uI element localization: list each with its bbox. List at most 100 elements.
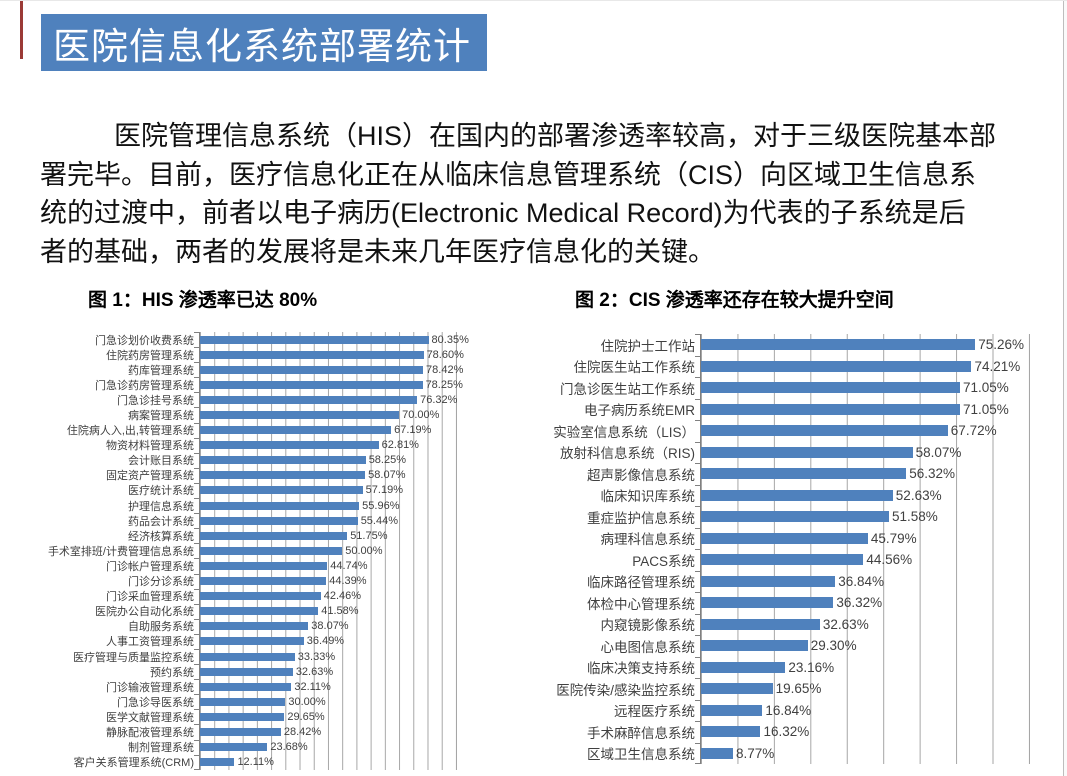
bar	[200, 561, 328, 570]
bar-track: 32.63%	[194, 664, 457, 680]
bar-row: 门诊采血管理系统 42.46%	[33, 588, 457, 604]
bar	[200, 546, 343, 555]
value-label: 41.58%	[321, 605, 359, 618]
bar-track: 58.07%	[695, 441, 1030, 463]
bar-track: 58.07%	[194, 467, 457, 483]
value-label: 52.63%	[895, 487, 942, 503]
bar-row: PACS系统 44.56%	[550, 549, 1030, 571]
bar-row: 医疗统计系统 57.19%	[33, 482, 457, 499]
category-label: 预约系统	[150, 666, 194, 679]
bar-track: 67.72%	[695, 420, 1030, 442]
bar	[200, 335, 429, 344]
category-label: 门急诊药房管理系统	[95, 379, 194, 392]
bar-row: 自助服务系统 38.07%	[33, 618, 457, 634]
bar-row: 药品会计系统 55.44%	[33, 513, 457, 529]
bar-track: 58.25%	[194, 452, 457, 468]
bar-row: 住院护士工作站 75.26%	[550, 334, 1030, 356]
value-label: 67.72%	[950, 423, 997, 439]
bar-row: 门诊帐户管理系统 44.74%	[33, 558, 457, 574]
category-label: 病案管理系统	[128, 410, 194, 423]
bar-row: 医院传染/感染监控系统 19.65%	[550, 678, 1030, 700]
value-label: 19.65%	[775, 681, 822, 697]
bar	[701, 726, 761, 738]
bar-row: 门诊分诊系统 44.39%	[33, 573, 457, 589]
bar	[200, 727, 281, 736]
bar	[200, 350, 424, 359]
bar-track: 38.07%	[194, 618, 457, 634]
category-label: 物资材料管理系统	[106, 440, 194, 453]
bar	[200, 607, 319, 616]
category-label: 医疗统计系统	[128, 485, 194, 498]
bar-row: 区域卫生信息系统 8.77%	[550, 742, 1030, 764]
bar-row: 心电图信息系统 29.30%	[550, 635, 1030, 657]
bar	[200, 471, 366, 480]
value-label: 36.32%	[836, 595, 883, 611]
value-label: 80.35%	[431, 333, 469, 346]
bar-track: 76.32%	[194, 392, 457, 408]
bar-row: 重症监护信息系统 51.58%	[550, 506, 1030, 528]
bar-row: 护理信息系统 55.96%	[33, 498, 457, 514]
bar	[701, 360, 972, 372]
bar-track: 45.79%	[695, 527, 1030, 549]
category-label: 自助服务系统	[128, 621, 194, 634]
bar-row: 门急诊导医系统 30.00%	[33, 694, 457, 710]
value-label: 56.32%	[909, 466, 956, 482]
category-label: 门诊输液管理系统	[106, 681, 194, 694]
bar-row: 医疗管理与质量监控系统 33.33%	[33, 648, 457, 665]
bar	[701, 446, 913, 458]
bar-row: 电子病历系统EMR 71.05%	[550, 398, 1030, 420]
bar-track: 74.21%	[695, 355, 1030, 377]
bar	[200, 652, 295, 661]
category-label: 实验室信息系统（LIS）	[553, 424, 695, 440]
value-label: 58.07%	[915, 444, 962, 460]
bar-track: 32.63%	[695, 613, 1030, 635]
category-label: 医学文献管理系统	[106, 711, 194, 724]
value-label: 12.11%	[237, 756, 274, 769]
bar	[701, 339, 976, 351]
bar-row: 药库管理系统 78.42%	[33, 362, 463, 378]
category-label: 放射科信息系统（RIS)	[560, 446, 695, 462]
bar-track: 44.39%	[194, 573, 457, 589]
category-label: 药品会计系统	[128, 515, 194, 528]
category-label: 固定资产管理系统	[106, 470, 194, 483]
bar	[200, 712, 285, 721]
bar-track: 50.00%	[194, 543, 457, 559]
value-label: 78.42%	[426, 363, 464, 376]
bar	[701, 554, 864, 566]
value-label: 23.68%	[270, 741, 308, 754]
bar-row: 客户关系管理系统(CRM) 12.11%	[33, 754, 457, 770]
bar	[200, 667, 293, 676]
category-label: 临床知识库系统	[600, 489, 696, 505]
bar	[200, 622, 309, 631]
bar-track: 55.96%	[194, 498, 457, 514]
bar	[200, 365, 424, 374]
value-label: 32.63%	[295, 665, 334, 678]
bar-row: 人事工资管理系统 36.49%	[33, 633, 457, 649]
bar-row: 制剂管理系统 23.68%	[33, 739, 457, 755]
bar-track: 70.00%	[194, 407, 457, 423]
value-label: 42.46%	[323, 590, 362, 603]
bar-track: 51.75%	[194, 528, 457, 544]
bar-track: 75.26%	[695, 334, 1030, 356]
bar-track: 71.05%	[695, 377, 1030, 399]
intro-paragraph: 医院管理信息系统（HIS）在国内的部署渗透率较高，对于三级医院基本部 署完毕。目…	[40, 117, 1052, 271]
bar-row: 会计账目系统 58.25%	[33, 452, 457, 468]
bar	[701, 403, 960, 415]
category-label: 人事工资管理系统	[106, 636, 194, 649]
category-label: 门诊帐户管理系统	[106, 560, 194, 573]
category-label: 门急诊医生站工作系统	[560, 381, 695, 397]
his-chart-title: 图 1：HIS 渗透率已达 80%	[88, 290, 318, 311]
category-label: 住院医生站工作系统	[573, 360, 696, 376]
category-label: 门急诊挂号系统	[117, 394, 194, 407]
bar-track: 16.84%	[695, 699, 1030, 721]
bar-track: 67.19%	[194, 422, 457, 438]
value-label: 55.44%	[360, 514, 398, 527]
bar-row: 门诊输液管理系统 32.11%	[33, 679, 457, 695]
category-label: 区域卫生信息系统	[587, 747, 695, 763]
bar-row: 临床决策支持系统 23.16%	[550, 656, 1030, 678]
category-label: 医院办公自动化系统	[95, 606, 194, 619]
bar	[200, 577, 327, 586]
bar	[200, 411, 400, 420]
bar-row: 物资材料管理系统 62.81%	[33, 437, 457, 453]
